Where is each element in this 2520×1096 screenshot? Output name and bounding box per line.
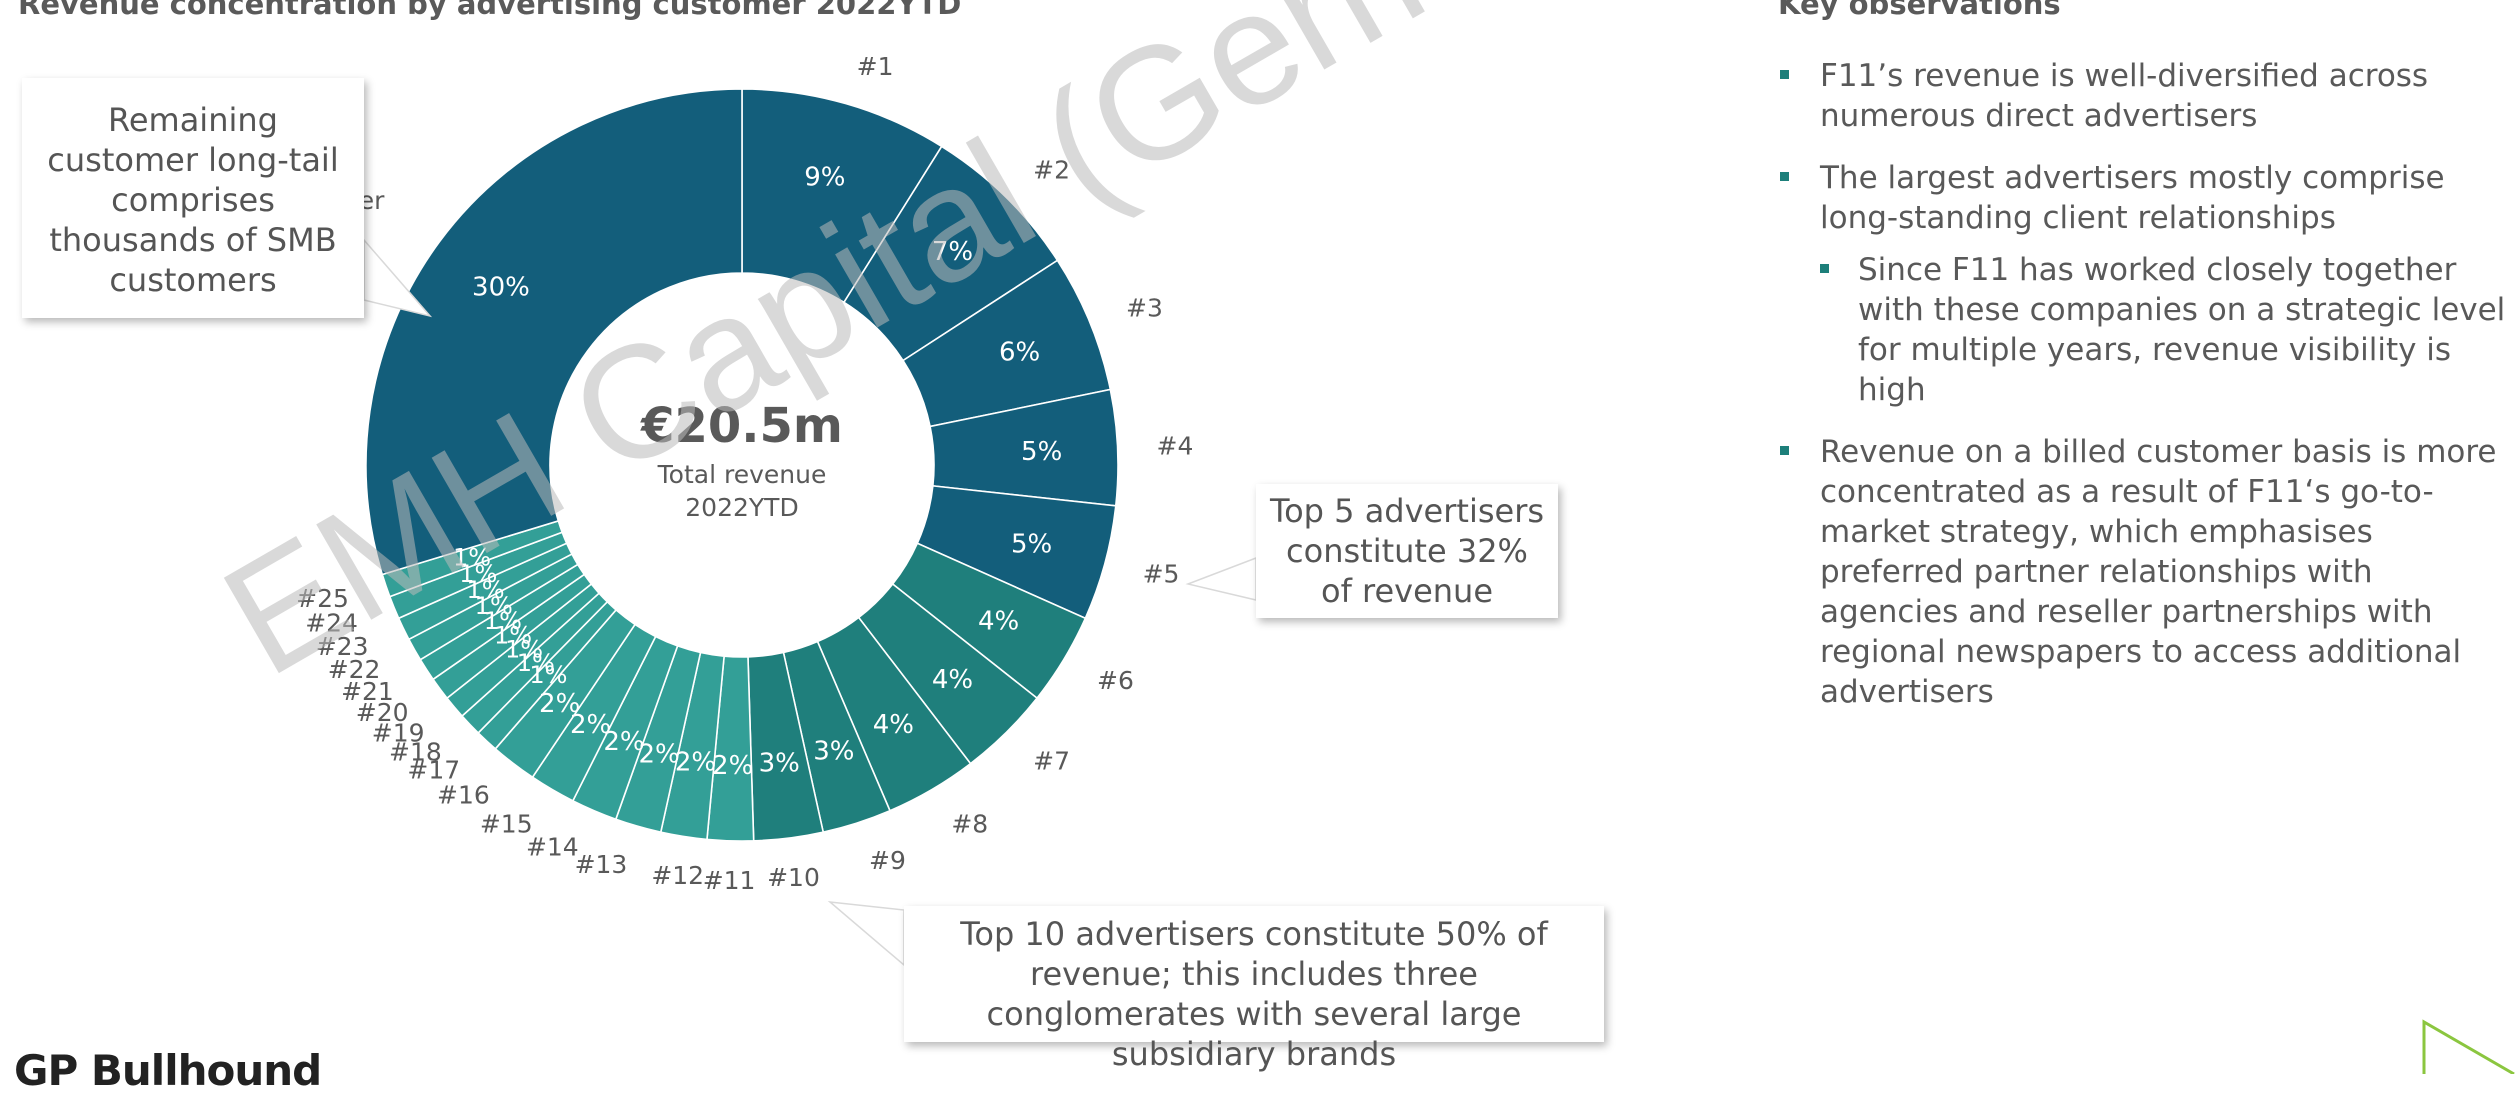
donut-slices: [365, 88, 1119, 842]
slice-category-label: #25: [296, 584, 349, 613]
center-total-label: Total revenue: [657, 460, 827, 489]
slice-value-label: 9%: [804, 163, 845, 193]
slice-value-label: 2%: [539, 689, 580, 719]
callout-pointer: [1185, 556, 1257, 601]
slice-category-label: #5: [1143, 559, 1180, 588]
callout-other: Remaining customer long-tail comprises t…: [22, 78, 364, 318]
slice-value-label: 4%: [978, 606, 1019, 636]
slice-category-label: #22: [328, 655, 381, 684]
observation-item: Revenue on a billed customer basis is mo…: [1776, 432, 2516, 712]
slice-value-label: 1%: [466, 576, 504, 604]
slice-category-label: #14: [526, 833, 579, 862]
slice-category-label: #15: [480, 809, 533, 838]
donut-category-labels: #1#2#3#4#5#6#7#8#9#10#11#12#13#14#15#16#…: [296, 52, 1193, 895]
square-bullet-icon: [1780, 446, 1789, 455]
slice-value-label: 2%: [603, 727, 644, 757]
slice-value-label: 5%: [1011, 529, 1052, 559]
donut-slice: [365, 88, 743, 576]
observation-text: F11’s revenue is well-diversified across…: [1820, 58, 2429, 134]
slice-value-label: 1%: [459, 560, 497, 588]
slice-value-label: 7%: [932, 237, 973, 267]
callout-top5: Top 5 advertisers constitute 32% of reve…: [1256, 484, 1558, 618]
slice-category-label: #16: [437, 781, 490, 810]
slice-category-label: #6: [1097, 666, 1134, 695]
observation-item: F11’s revenue is well-diversified across…: [1776, 56, 2516, 136]
square-bullet-icon: [1820, 264, 1829, 273]
callout-top10: Top 10 advertisers constitute 50% of rev…: [904, 906, 1604, 1073]
slice-value-label: 2%: [638, 739, 679, 769]
slice-category-label: #9: [869, 846, 906, 875]
slice-category-label: #24: [305, 608, 358, 637]
observation-item: The largest advertisers mostly comprise …: [1776, 158, 2516, 238]
observation-sub-item: Since F11 has worked closely together wi…: [1776, 250, 2516, 410]
slice-category-label: #4: [1157, 432, 1194, 461]
callout-pointer: [827, 900, 905, 967]
slice-category-label: #18: [389, 738, 442, 767]
slice-value-label: 4%: [932, 665, 973, 695]
slice-category-label: #10: [767, 863, 820, 892]
brand-logo-text: GP Bullhound: [14, 1046, 322, 1095]
slice-value-label: 1%: [475, 592, 513, 620]
square-bullet-icon: [1780, 172, 1789, 181]
slice-category-label: #17: [407, 756, 460, 785]
slice-value-label: 1%: [505, 636, 543, 664]
slice-category-label: #12: [651, 861, 704, 890]
slice-value-label: 2%: [675, 747, 716, 777]
slice-value-label: 30%: [472, 272, 530, 302]
slice-category-label: #20: [356, 698, 409, 727]
slice-value-label: 6%: [999, 337, 1040, 367]
slice-value-label: 2%: [570, 710, 611, 740]
slice-category-label: #2: [1033, 155, 1070, 184]
slice-category-label: #13: [575, 850, 628, 879]
slice-category-label: #8: [951, 809, 988, 838]
triangle-outline-icon: [2422, 1019, 2515, 1074]
slice-value-label: 3%: [813, 737, 854, 767]
slice-category-label: #21: [341, 677, 394, 706]
donut-chart: 9%7%6%5%5%4%4%4%3%3%2%2%2%2%2%2%1%1%1%1%…: [296, 52, 1257, 967]
observation-text: Since F11 has worked closely together wi…: [1858, 252, 2506, 408]
slice-category-label: #3: [1126, 294, 1163, 323]
slice-value-label: 1%: [494, 622, 532, 650]
square-bullet-icon: [1780, 70, 1789, 79]
slice-category-label: #11: [703, 866, 756, 895]
callout-pointers: [363, 237, 1257, 967]
key-observations-list: F11’s revenue is well-diversified across…: [1776, 56, 2516, 734]
center-period-label: 2022YTD: [685, 493, 798, 522]
center-total-value: €20.5m: [640, 398, 843, 454]
slice-category-label: #7: [1033, 747, 1070, 776]
slice-category-label: #1: [857, 52, 894, 81]
observation-text: Revenue on a billed customer basis is mo…: [1820, 434, 2497, 710]
slice-category-label: #19: [372, 718, 425, 747]
slice-category-label: #23: [316, 632, 369, 661]
observations-title: Key observations: [1778, 0, 2061, 21]
slice-value-label: 4%: [873, 710, 914, 740]
observation-text: The largest advertisers mostly comprise …: [1820, 160, 2445, 236]
slice-value-label: 5%: [1021, 437, 1062, 467]
slice-value-label: 1%: [484, 607, 522, 635]
donut-value-labels: 9%7%6%5%5%4%4%4%3%3%2%2%2%2%2%2%1%1%1%1%…: [453, 163, 1062, 781]
slice-value-label: 2%: [712, 751, 753, 781]
callout-pointer: [363, 237, 433, 318]
slice-value-label: 1%: [529, 661, 567, 689]
slice-value-label: 3%: [759, 749, 800, 779]
slice-value-label: 1%: [517, 649, 555, 677]
slice-value-label: 1%: [453, 543, 491, 571]
chart-title: Revenue concentration by advertising cus…: [18, 0, 962, 21]
